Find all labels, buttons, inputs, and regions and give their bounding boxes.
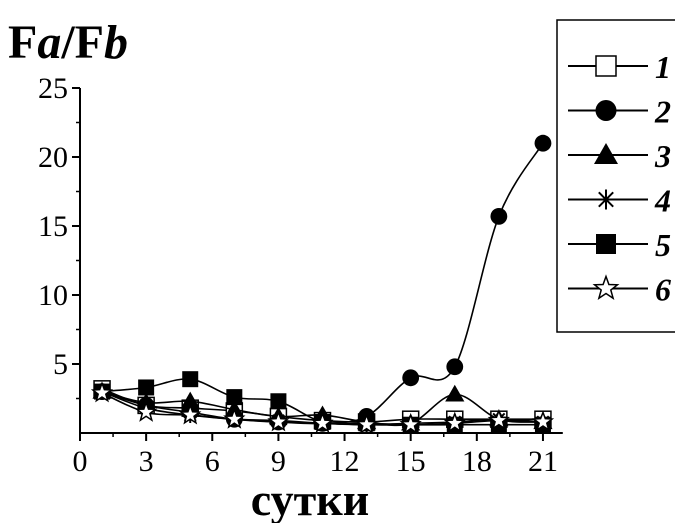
data-point — [311, 411, 334, 433]
data-point — [443, 411, 466, 433]
y-tick-label: 20 — [38, 141, 68, 174]
data-point — [90, 381, 114, 403]
axes: 5 10 15 20 25 0 3 6 9 12 15 18 21 — [38, 72, 563, 478]
legend-label: 5 — [655, 227, 671, 263]
x-tick-label: 12 — [330, 445, 360, 478]
legend: 1 2 3 4 5 6 — [556, 19, 675, 333]
series-layer — [90, 134, 555, 435]
data-point — [534, 134, 552, 152]
legend-label: 3 — [654, 138, 671, 174]
data-point — [270, 393, 287, 410]
data-point — [399, 412, 422, 435]
data-point — [267, 410, 290, 432]
y-tick-label: 10 — [38, 279, 68, 312]
y-axis-title-part: b — [104, 16, 128, 69]
y-tick-label: 25 — [38, 72, 68, 105]
data-point — [138, 379, 155, 396]
data-point — [180, 391, 200, 409]
data-point — [179, 403, 202, 425]
data-point — [223, 407, 246, 429]
y-tick-label: 15 — [38, 210, 68, 243]
data-point — [446, 358, 464, 376]
x-tick-label: 15 — [396, 445, 426, 478]
y-tick-label: 5 — [53, 348, 68, 381]
legend-label: 6 — [655, 272, 671, 308]
data-point — [226, 389, 243, 406]
y-axis-title: Fa/Fb — [8, 16, 128, 69]
x-tick-label: 18 — [462, 445, 492, 478]
data-point — [531, 410, 555, 432]
x-tick-label: 3 — [139, 445, 154, 478]
data-point — [402, 369, 420, 387]
y-axis-title-part: F — [8, 16, 37, 69]
legend-marker — [595, 55, 617, 77]
legend-marker — [594, 143, 618, 164]
data-point — [490, 207, 508, 225]
series-6 — [90, 381, 555, 435]
legend-label: 1 — [655, 49, 671, 85]
data-point — [487, 408, 511, 431]
legend-marker — [596, 189, 616, 210]
legend-label: 4 — [654, 183, 671, 219]
data-point — [355, 412, 378, 435]
data-point — [134, 400, 158, 422]
x-tick-label: 9 — [271, 445, 286, 478]
legend-marker — [592, 274, 620, 300]
x-axis-title: сутки — [251, 474, 369, 523]
legend-marker — [596, 234, 616, 254]
x-tick-label: 0 — [73, 445, 88, 478]
x-tick-label: 21 — [528, 445, 558, 478]
data-point — [445, 384, 465, 402]
y-axis-title-part: /F — [60, 16, 104, 69]
y-axis-title-part: a — [37, 16, 61, 69]
series-2 — [93, 134, 552, 432]
legend-marker — [595, 100, 617, 121]
x-tick-label: 6 — [205, 445, 220, 478]
legend-label: 2 — [654, 94, 671, 130]
data-point — [182, 371, 199, 388]
